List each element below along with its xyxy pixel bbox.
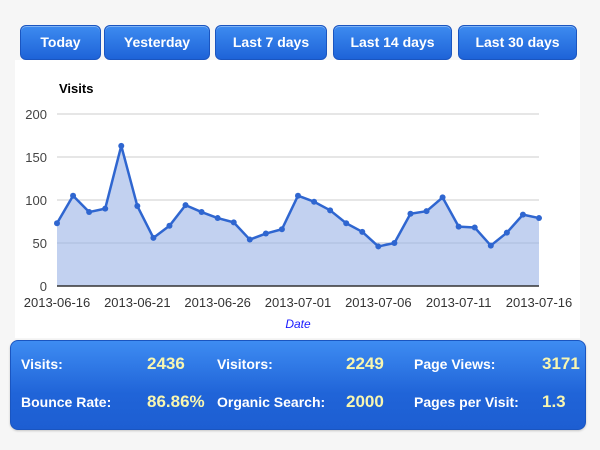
x-tick-label: 2013-06-26 (184, 295, 251, 310)
data-point (70, 192, 77, 199)
data-point (487, 242, 494, 249)
visitors-value: 2249 (346, 354, 384, 373)
data-point (311, 198, 318, 205)
data-point (455, 223, 462, 230)
visits-label: Visits: (21, 356, 63, 372)
last-14-days-button[interactable]: Last 14 days (333, 25, 452, 60)
data-point (102, 205, 109, 212)
data-point (295, 192, 301, 199)
data-point (359, 228, 366, 235)
bounce-rate-value: 86.86% (147, 392, 205, 411)
data-point (166, 222, 173, 229)
x-tick-label: 2013-07-16 (506, 295, 573, 310)
data-point (327, 207, 334, 214)
chart-title: Visits (59, 81, 93, 96)
data-point (118, 142, 125, 149)
x-axis-title: Date (285, 317, 311, 331)
x-tick-label: 2013-06-21 (104, 295, 171, 310)
stats-panel: Visits: 2436 Visitors: 2249 Page Views: … (10, 340, 586, 430)
visitors-label: Visitors: (217, 356, 273, 372)
data-point (423, 208, 430, 215)
data-point (54, 220, 60, 227)
data-point (150, 234, 157, 241)
x-tick-label: 2013-07-01 (265, 295, 332, 310)
y-tick-label: 0 (40, 279, 47, 294)
data-point (182, 202, 189, 209)
data-point (471, 224, 478, 231)
pages-per-visit-label: Pages per Visit: (414, 394, 519, 410)
y-tick-label: 150 (25, 150, 47, 165)
x-tick-label: 2013-06-16 (24, 295, 91, 310)
visits-chart: Visits 0 50 100 150 200 2013-06-16 2013-06-21 20… (24, 81, 573, 331)
organic-search-label: Organic Search: (217, 394, 326, 410)
y-tick-label: 200 (25, 107, 47, 122)
visits-value: 2436 (147, 354, 185, 373)
yesterday-button[interactable]: Yesterday (104, 25, 210, 60)
data-point (407, 210, 414, 217)
data-point (86, 209, 93, 216)
pages-per-visit-value: 1.3 (542, 392, 566, 411)
x-tick-label: 2013-07-06 (345, 295, 412, 310)
area-fill (57, 145, 539, 286)
organic-search-value: 2000 (346, 392, 384, 411)
today-button[interactable]: Today (20, 25, 101, 60)
page-views-label: Page Views: (414, 356, 496, 372)
data-point (278, 226, 285, 233)
data-point (391, 240, 398, 246)
data-point (343, 220, 350, 227)
data-point (536, 215, 542, 222)
data-point (375, 243, 382, 250)
data-point (439, 194, 446, 201)
data-point (134, 203, 141, 210)
y-tick-label: 50 (33, 236, 47, 251)
bounce-rate-label: Bounce Rate: (21, 394, 112, 410)
data-point (246, 236, 253, 243)
data-point (198, 209, 205, 216)
data-point (503, 229, 510, 236)
y-tick-label: 100 (25, 193, 47, 208)
data-point (230, 219, 237, 226)
chart-panel: Visits 0 50 100 150 200 2013-06-16 2013-06-21 20… (15, 60, 580, 338)
last-7-days-button[interactable]: Last 7 days (215, 25, 327, 60)
page-views-value: 3171 (542, 354, 580, 373)
last-30-days-button[interactable]: Last 30 days (458, 25, 577, 60)
data-point (519, 211, 526, 218)
data-point (262, 230, 269, 237)
x-tick-label: 2013-07-11 (426, 295, 492, 310)
data-point (214, 215, 221, 222)
